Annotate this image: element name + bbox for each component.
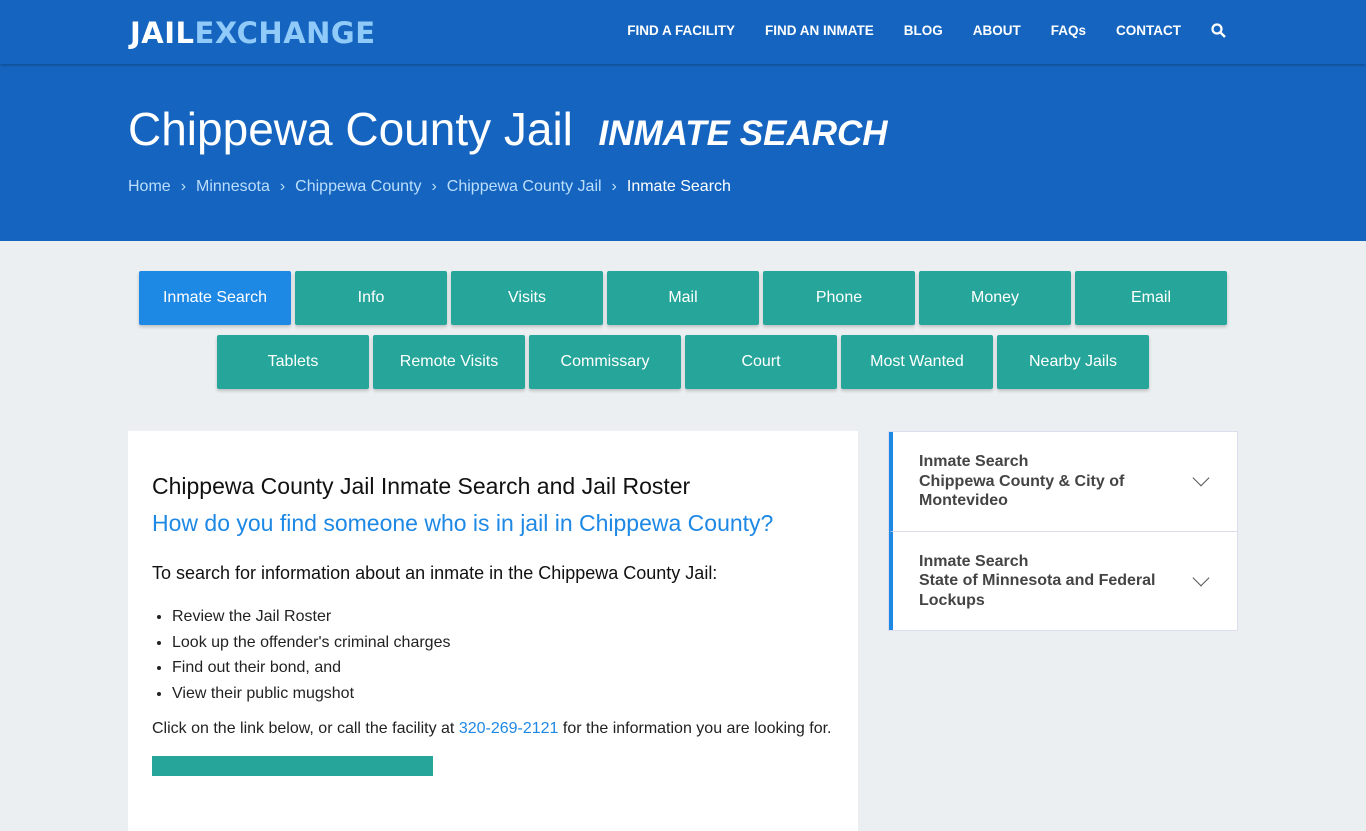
tab-visits[interactable]: Visits xyxy=(451,271,603,325)
roster-button[interactable] xyxy=(152,756,433,776)
crumb-jail[interactable]: Chippewa County Jail xyxy=(446,178,602,195)
crumb-home[interactable]: Home xyxy=(128,178,171,195)
tab-mail[interactable]: Mail xyxy=(607,271,759,325)
accordion-subtitle: Chippewa County & City of Montevideo xyxy=(919,472,1125,510)
accordion-title: Inmate Search xyxy=(919,552,1029,570)
accordion-item-state[interactable]: Inmate Search State of Minnesota and Fed… xyxy=(889,530,1237,630)
chevron-right-icon: › xyxy=(431,178,437,195)
nav-blog[interactable]: BLOG xyxy=(903,23,943,38)
list-item: Find out their bond, and xyxy=(172,655,834,681)
nav-find-inmate[interactable]: FIND AN INMATE xyxy=(764,23,874,38)
chevron-right-icon: › xyxy=(180,178,187,195)
tab-money[interactable]: Money xyxy=(919,271,1071,325)
chevron-down-icon xyxy=(1192,569,1210,587)
section-tabs: Inmate Search Info Visits Mail Phone Mon… xyxy=(0,241,1366,389)
list-item: Look up the offender's criminal charges xyxy=(172,630,834,656)
logo-jail: JAIL xyxy=(130,16,195,50)
title-subtitle: INMATE SEARCH xyxy=(598,114,888,153)
chevron-right-icon: › xyxy=(279,178,286,195)
main-menu: FIND A FACILITY FIND AN INMATE BLOG ABOU… xyxy=(627,23,1226,38)
tab-inmate-search[interactable]: Inmate Search xyxy=(139,271,291,325)
hero: Chippewa County Jail INMATE SEARCH Home ›… xyxy=(0,64,1366,241)
tab-court[interactable]: Court xyxy=(685,335,837,389)
crumb-state[interactable]: Minnesota xyxy=(196,178,270,195)
chevron-right-icon: › xyxy=(611,178,617,195)
steps-list: Review the Jail Roster Look up the offen… xyxy=(172,604,834,706)
nav-about[interactable]: ABOUT xyxy=(972,23,1021,38)
tab-remote-visits[interactable]: Remote Visits xyxy=(373,335,525,389)
top-nav: JAILEXCHANGE FIND A FACILITY FIND AN INM… xyxy=(0,0,1366,64)
title-text: Chippewa County Jail xyxy=(128,103,573,155)
list-item: View their public mugshot xyxy=(172,681,834,707)
tab-info[interactable]: Info xyxy=(295,271,447,325)
para-text: for the information you are looking for. xyxy=(558,720,832,737)
nav-faqs[interactable]: FAQs xyxy=(1050,23,1086,38)
content-question: How do you find someone who is in jail i… xyxy=(152,510,774,536)
crumb-current: Inmate Search xyxy=(626,178,731,195)
accordion-subtitle: State of Minnesota and Federal Lockups xyxy=(919,572,1156,609)
phone-link[interactable]: 320-269-2121 xyxy=(458,720,559,737)
para-text: Click on the link below, or call the fac… xyxy=(152,720,459,737)
sidebar-accordion: Inmate Search Chippewa County & City of … xyxy=(888,431,1238,631)
nav-contact[interactable]: CONTACT xyxy=(1116,23,1181,38)
content-intro: To search for information about an inmat… xyxy=(152,563,718,583)
nav-find-facility[interactable]: FIND A FACILITY xyxy=(627,23,735,38)
accordion-title: Inmate Search xyxy=(919,453,1029,470)
accordion-item-county[interactable]: Inmate Search Chippewa County & City of … xyxy=(889,432,1237,531)
content-heading: Chippewa County Jail Inmate Search and J… xyxy=(152,473,691,499)
tab-most-wanted[interactable]: Most Wanted xyxy=(841,335,993,389)
breadcrumb: Home › Minnesota › Chippewa County › Chippe… xyxy=(128,178,1366,196)
tab-nearby-jails[interactable]: Nearby Jails xyxy=(997,335,1149,389)
logo-exchange: EXCHANGE xyxy=(194,16,376,50)
list-item: Review the Jail Roster xyxy=(172,604,834,630)
contact-paragraph: Click on the link below, or call the fac… xyxy=(152,720,834,738)
main-content: Chippewa County Jail Inmate Search and J… xyxy=(128,431,858,831)
page-title: Chippewa County Jail INMATE SEARCH xyxy=(128,102,1366,156)
chevron-down-icon xyxy=(1192,469,1210,487)
tab-email[interactable]: Email xyxy=(1075,271,1227,325)
tab-tablets[interactable]: Tablets xyxy=(217,335,369,389)
crumb-county[interactable]: Chippewa County xyxy=(295,178,422,195)
tab-commissary[interactable]: Commissary xyxy=(529,335,681,389)
logo[interactable]: JAILEXCHANGE xyxy=(130,16,376,50)
search-icon[interactable] xyxy=(1211,23,1226,38)
tab-phone[interactable]: Phone xyxy=(763,271,915,325)
